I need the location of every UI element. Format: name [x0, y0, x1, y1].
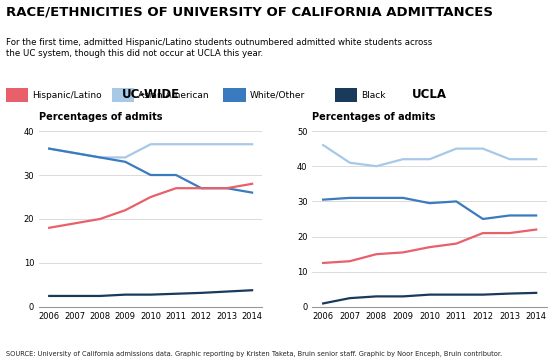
- Text: Percentages of admits: Percentages of admits: [39, 112, 162, 122]
- Text: UC-WIDE: UC-WIDE: [122, 88, 180, 101]
- Text: RACE/ETHNICITIES OF UNIVERSITY OF CALIFORNIA ADMITTANCES: RACE/ETHNICITIES OF UNIVERSITY OF CALIFO…: [6, 5, 493, 18]
- Text: Asian American: Asian American: [138, 90, 209, 100]
- Text: Hispanic/Latino: Hispanic/Latino: [32, 90, 102, 100]
- Text: For the first time, admitted Hispanic/Latino students outnumbered admitted white: For the first time, admitted Hispanic/La…: [6, 38, 432, 58]
- Text: Black: Black: [362, 90, 386, 100]
- Text: Percentages of admits: Percentages of admits: [312, 112, 436, 122]
- Text: White/Other: White/Other: [250, 90, 305, 100]
- Text: UCLA: UCLA: [412, 88, 447, 101]
- Text: SOURCE: University of California admissions data. Graphic reporting by Kristen T: SOURCE: University of California admissi…: [6, 351, 502, 357]
